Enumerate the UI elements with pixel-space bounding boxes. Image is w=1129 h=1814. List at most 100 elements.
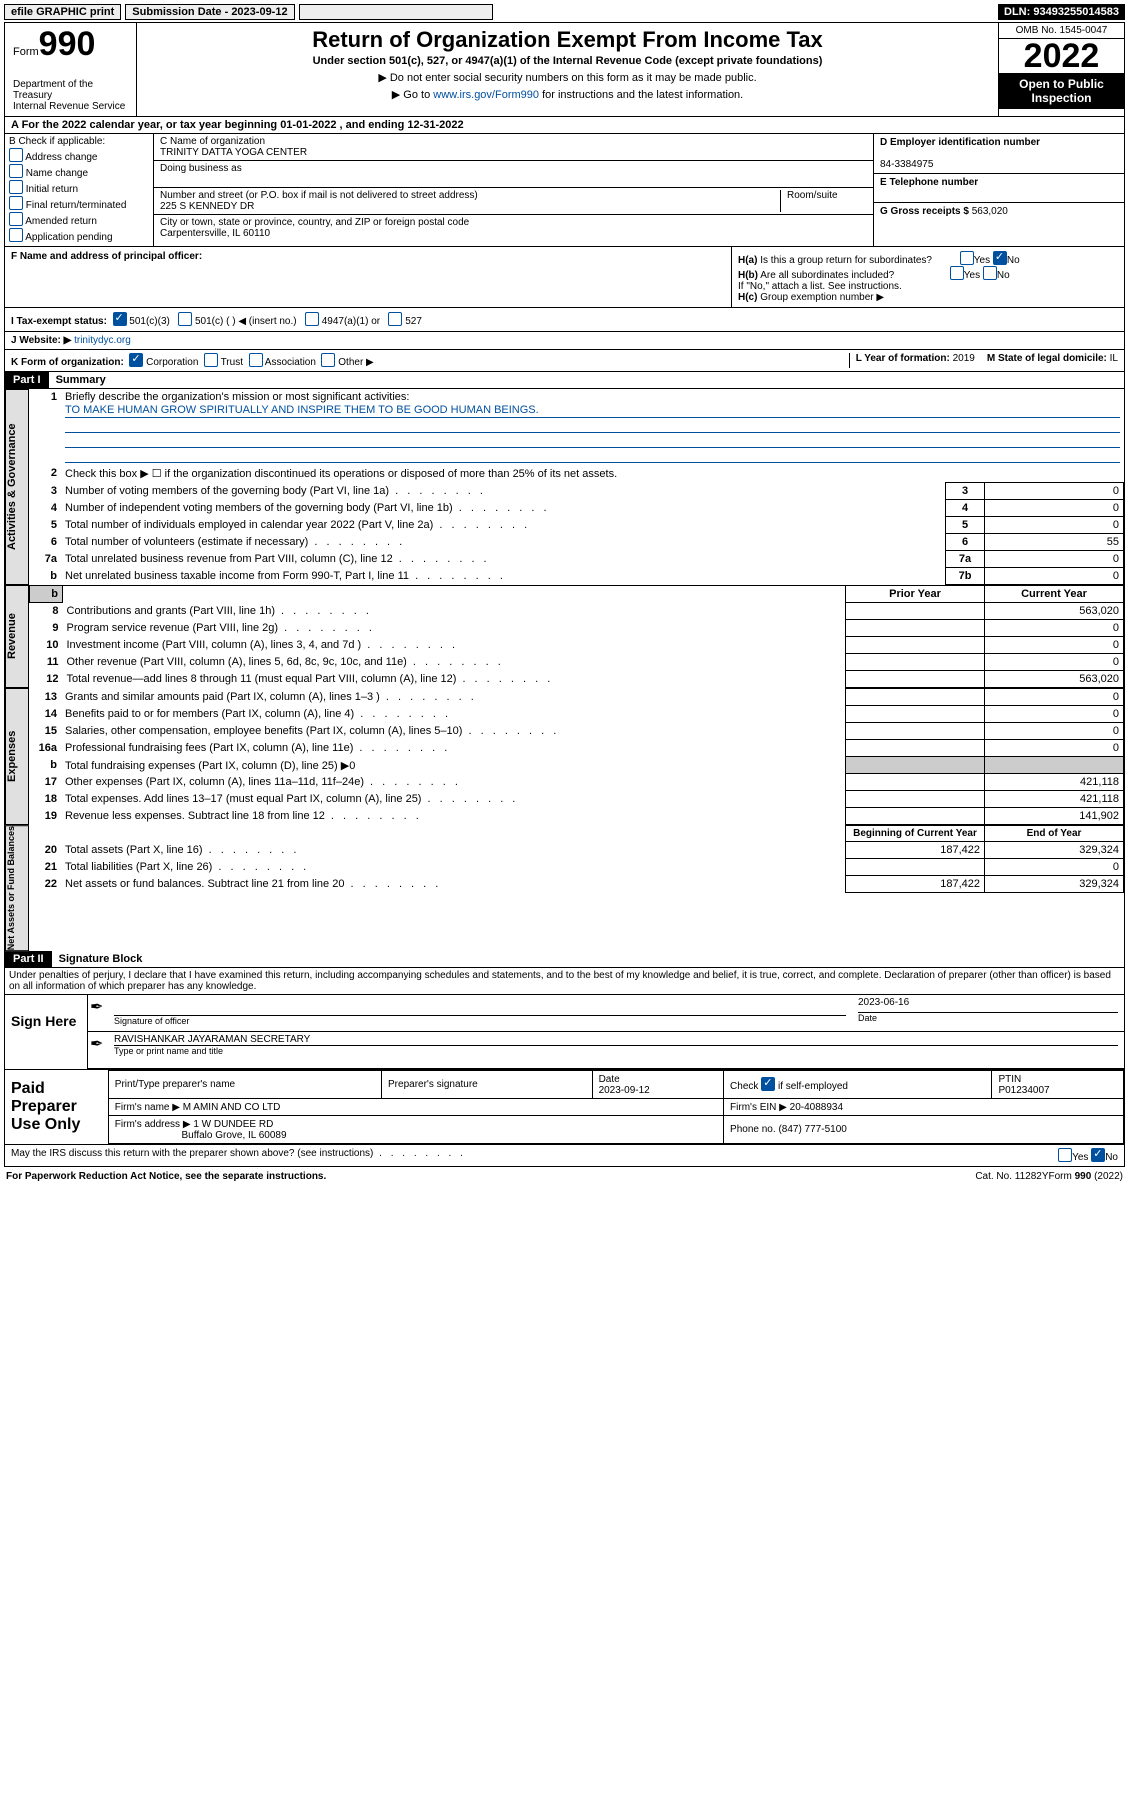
sign-block: Sign Here ✒ Signature of officer 2023-06… xyxy=(4,994,1125,1070)
part2-title: Signature Block xyxy=(55,951,147,967)
c-street-row: Number and street (or P.O. box if mail i… xyxy=(154,188,873,215)
table-row: 14Benefits paid to or for members (Part … xyxy=(29,706,1124,723)
col-b: B Check if applicable: Address change Na… xyxy=(5,134,154,246)
row-j: J Website: ▶ trinitydyc.org xyxy=(4,332,1125,350)
dept-label: Department of the TreasuryInternal Reven… xyxy=(13,79,128,112)
dln-label: DLN: 93493255014583 xyxy=(998,4,1125,20)
table-row: 12Total revenue—add lines 8 through 11 (… xyxy=(30,671,1124,688)
col-d: D Employer identification number 84-3384… xyxy=(873,134,1124,246)
c-dba-row: Doing business as xyxy=(154,161,873,188)
open-inspection: Open to Public Inspection xyxy=(999,73,1124,109)
street: 225 S KENNEDY DR xyxy=(160,201,254,212)
form-subtitle: Under section 501(c), 527, or 4947(a)(1)… xyxy=(143,55,992,67)
checkbox-item[interactable]: Address change xyxy=(9,148,149,163)
hb-note: If "No," attach a list. See instructions… xyxy=(738,281,1118,292)
year-cell: OMB No. 1545-0047 2022 Open to Public In… xyxy=(998,23,1124,116)
table-row: 6Total number of volunteers (estimate if… xyxy=(29,534,1124,551)
checkbox-item[interactable]: Name change xyxy=(9,164,149,179)
form-ref: Form 990 (2022) xyxy=(1049,1171,1123,1182)
penalty-text: Under penalties of perjury, I declare th… xyxy=(4,968,1125,994)
title-cell: Return of Organization Exempt From Incom… xyxy=(137,23,998,116)
table-row: bTotal fundraising expenses (Part IX, co… xyxy=(29,757,1124,774)
submission-date-button[interactable]: Submission Date - 2023-09-12 xyxy=(125,4,294,20)
checkbox-item[interactable]: Application pending xyxy=(9,228,149,243)
b-label: B Check if applicable: xyxy=(9,136,149,147)
section-fh: F Name and address of principal officer:… xyxy=(4,247,1125,308)
blank-button xyxy=(299,4,493,20)
footer: For Paperwork Reduction Act Notice, see … xyxy=(4,1167,1125,1186)
paid-label: Paid Preparer Use Only xyxy=(5,1070,108,1144)
checkbox-item[interactable]: Final return/terminated xyxy=(9,196,149,211)
form-990: 990 xyxy=(39,25,96,63)
part1-title: Summary xyxy=(52,372,110,388)
table-row: 3Number of voting members of the governi… xyxy=(29,483,1124,500)
gross-row: G Gross receipts $ 563,020 xyxy=(874,202,1124,220)
table-row: 21Total liabilities (Part X, line 26)0 xyxy=(29,859,1124,876)
bar-a: A For the 2022 calendar year, or tax yea… xyxy=(4,117,1125,134)
rev-section: Revenue b Prior Year Current Year 8Contr… xyxy=(4,585,1125,688)
table-row: 18Total expenses. Add lines 13–17 (must … xyxy=(29,791,1124,808)
room-suite: Room/suite xyxy=(780,190,867,212)
form-word: Form xyxy=(13,46,39,58)
table-row: 10Investment income (Part VIII, column (… xyxy=(30,637,1124,654)
c-name-row: C Name of organization TRINITY DATTA YOG… xyxy=(154,134,873,161)
form-header: Form990 Department of the TreasuryIntern… xyxy=(4,22,1125,117)
c-city-row: City or town, state or province, country… xyxy=(154,215,873,241)
phone-row: E Telephone number xyxy=(874,173,1124,202)
ein-row: D Employer identification number 84-3384… xyxy=(874,134,1124,173)
table-row: 16aProfessional fundraising fees (Part I… xyxy=(29,740,1124,757)
table-row: bNet unrelated business taxable income f… xyxy=(29,568,1124,585)
table-row: 5Total number of individuals employed in… xyxy=(29,517,1124,534)
row-i: I Tax-exempt status: 501(c)(3) 501(c) ( … xyxy=(4,308,1125,332)
note-1: ▶ Do not enter social security numbers o… xyxy=(143,71,992,84)
checkbox-item[interactable]: Initial return xyxy=(9,180,149,195)
vert-net: Net Assets or Fund Balances xyxy=(5,825,29,951)
top-bar: efile GRAPHIC print Submission Date - 20… xyxy=(4,4,1125,20)
irs-link[interactable]: www.irs.gov/Form990 xyxy=(433,89,539,101)
sign-here-label: Sign Here xyxy=(5,995,88,1069)
city: Carpentersville, IL 60110 xyxy=(160,228,270,239)
website-link[interactable]: trinitydyc.org xyxy=(74,335,131,346)
table-row: 17Other expenses (Part IX, column (A), l… xyxy=(29,774,1124,791)
table-row: 4Number of independent voting members of… xyxy=(29,500,1124,517)
ein-value: 84-3384975 xyxy=(880,159,933,170)
col-c: C Name of organization TRINITY DATTA YOG… xyxy=(154,134,873,246)
exp-section: Expenses 13Grants and similar amounts pa… xyxy=(4,688,1125,825)
gov-section: Activities & Governance 1 Briefly descri… xyxy=(4,389,1125,585)
form-number-cell: Form990 Department of the TreasuryIntern… xyxy=(5,23,137,116)
table-row: 11Other revenue (Part VIII, column (A), … xyxy=(30,654,1124,671)
part1-bar: Part I Summary xyxy=(4,372,1125,389)
section-bcd: B Check if applicable: Address change Na… xyxy=(4,134,1125,247)
part2-header: Part II xyxy=(5,951,52,967)
h-col: H(a) Is this a group return for subordin… xyxy=(731,247,1124,307)
org-name: TRINITY DATTA YOGA CENTER xyxy=(160,147,307,158)
table-row: 8Contributions and grants (Part VIII, li… xyxy=(30,603,1124,620)
f-col: F Name and address of principal officer: xyxy=(5,247,731,307)
table-row: 13Grants and similar amounts paid (Part … xyxy=(29,689,1124,706)
row-k: K Form of organization: Corporation Trus… xyxy=(4,350,1125,372)
table-row: 19Revenue less expenses. Subtract line 1… xyxy=(29,808,1124,825)
part2-bar: Part II Signature Block xyxy=(4,951,1125,968)
pen-icon: ✒ xyxy=(90,997,103,1017)
gross-value: 563,020 xyxy=(972,206,1008,217)
pen-icon: ✒ xyxy=(90,1034,103,1054)
note-2: ▶ Go to www.irs.gov/Form990 for instruct… xyxy=(143,88,992,101)
table-row: 7aTotal unrelated business revenue from … xyxy=(29,551,1124,568)
net-section: Net Assets or Fund Balances Beginning of… xyxy=(4,825,1125,951)
table-row: 22Net assets or fund balances. Subtract … xyxy=(29,876,1124,893)
tax-year: 2022 xyxy=(999,39,1124,73)
officer-name: RAVISHANKAR JAYARAMAN SECRETARY xyxy=(114,1034,310,1045)
mission-text: TO MAKE HUMAN GROW SPIRITUALLY AND INSPI… xyxy=(65,403,1120,418)
vert-gov: Activities & Governance xyxy=(5,389,29,585)
efile-button[interactable]: efile GRAPHIC print xyxy=(4,4,121,20)
part1-header: Part I xyxy=(5,372,49,388)
table-row: 9Program service revenue (Part VIII, lin… xyxy=(30,620,1124,637)
paperwork-notice: For Paperwork Reduction Act Notice, see … xyxy=(6,1171,775,1182)
vert-exp: Expenses xyxy=(5,688,29,825)
cat-no: Cat. No. 11282Y xyxy=(975,1171,1048,1182)
form-title: Return of Organization Exempt From Incom… xyxy=(143,27,992,53)
paid-block: Paid Preparer Use Only Print/Type prepar… xyxy=(4,1070,1125,1145)
may-irs-row: May the IRS discuss this return with the… xyxy=(4,1145,1125,1167)
checkbox-item[interactable]: Amended return xyxy=(9,212,149,227)
table-row: 15Salaries, other compensation, employee… xyxy=(29,723,1124,740)
